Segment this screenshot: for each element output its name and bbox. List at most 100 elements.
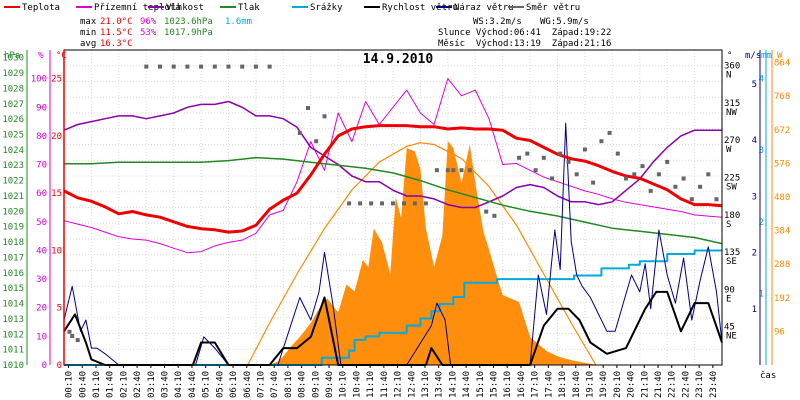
direction-compass-label: NW — [726, 108, 737, 118]
pressure-tick-label: 1014 — [2, 300, 24, 310]
wind-direction-point — [212, 64, 217, 69]
wind-direction-point — [533, 168, 538, 173]
temperature-tick-label: 20 — [51, 132, 62, 142]
x-tick-label: 06:10 — [229, 371, 239, 398]
stats-min-hum: 53% — [140, 28, 157, 38]
stats-min-temp: 11.5°C — [100, 28, 133, 38]
ground-temperature-line — [63, 78, 723, 254]
wind-direction-point — [681, 176, 686, 181]
pressure-tick-label: 1017 — [2, 253, 24, 263]
solar-tick-label: 576 — [774, 159, 790, 169]
wind-direction-point — [541, 155, 546, 160]
x-tick-label: 03:10 — [147, 371, 157, 398]
wind-direction-point — [199, 64, 204, 69]
wind-direction-point — [67, 329, 72, 334]
wind-direction-point — [423, 201, 428, 206]
rain-tick-label: 2 — [759, 218, 764, 228]
x-tick-label: 01:40 — [106, 371, 116, 398]
pressure-tick-label: 1030 — [2, 54, 24, 64]
wind-tick-label: 5 — [752, 80, 757, 90]
humidity-tick-label: 30 — [36, 275, 47, 285]
humidity-tick-label: 100 — [31, 75, 47, 85]
x-tick-label: 11:10 — [366, 371, 376, 398]
wind-direction-point — [591, 180, 596, 185]
pressure-tick-label: 1028 — [2, 84, 24, 94]
x-tick-label: 10:40 — [352, 371, 362, 398]
wind-axis-label: m/s — [745, 51, 761, 61]
x-tick-label: 21:10 — [640, 371, 650, 398]
direction-tick-label: 360 — [724, 62, 740, 72]
x-tick-label: 05:40 — [215, 371, 225, 398]
legend-entry: Vlhkost — [166, 3, 204, 13]
stats-max-rain: 1.6mm — [225, 17, 252, 27]
wind-direction-point — [358, 201, 363, 206]
stats-min-label: min — [80, 28, 96, 38]
humidity-tick-label: 50 — [36, 218, 47, 228]
direction-compass-label: NE — [726, 332, 737, 342]
wind-direction-point — [706, 172, 711, 177]
pressure-tick-label: 1024 — [2, 146, 24, 156]
x-tick-label: 22:10 — [668, 371, 678, 398]
humidity-tick-label: 60 — [36, 189, 47, 199]
legend-entry: Směr větru — [526, 3, 580, 13]
x-tick-label: 04:40 — [188, 371, 198, 398]
wind-direction-point — [648, 188, 653, 193]
direction-tick-label: 45 — [724, 323, 735, 333]
humidity-tick-label: 10 — [36, 332, 47, 342]
legend-entry: Přízemní teplota — [94, 3, 181, 13]
x-tick-label: 23:10 — [695, 371, 705, 398]
x-tick-label: 15:40 — [490, 371, 500, 398]
pressure-tick-label: 1019 — [2, 223, 24, 233]
x-tick-label: 02:10 — [119, 371, 129, 398]
x-tick-label: 10:10 — [339, 371, 349, 398]
humidity-tick-label: 40 — [36, 246, 47, 256]
wind-tick-label: 4 — [752, 136, 757, 146]
x-tick-label: 14:10 — [448, 371, 458, 398]
pressure-tick-label: 1023 — [2, 161, 24, 171]
wind-direction-point — [185, 64, 190, 69]
wind-direction-point — [158, 64, 162, 69]
temperature-tick-label: 10 — [51, 246, 62, 256]
x-tick-label: 16:10 — [503, 371, 513, 398]
theoretical-solar-curve — [247, 142, 597, 366]
wind-direction-point — [566, 159, 571, 164]
wind-direction-point — [412, 201, 417, 206]
wind-direction-point — [445, 168, 450, 173]
x-tick-label: 02:40 — [133, 371, 143, 398]
pressure-tick-label: 1011 — [2, 346, 24, 356]
temperature-line — [63, 124, 723, 234]
direction-compass-label: SW — [726, 182, 737, 192]
x-tick-label: 20:40 — [627, 371, 637, 398]
wind-direction-point — [550, 176, 554, 181]
pressure-tick-label: 1018 — [2, 238, 24, 248]
wind-direction-point — [369, 201, 374, 206]
humidity-tick-label: 70 — [36, 161, 47, 171]
direction-compass-label: N — [726, 71, 731, 81]
wind-direction-point — [714, 197, 719, 202]
x-tick-label: 07:40 — [270, 371, 280, 398]
x-tick-label: 00:40 — [78, 371, 88, 398]
wind-direction-point — [70, 334, 75, 338]
wind-direction-point — [434, 168, 439, 173]
solar-radiation-area — [64, 141, 722, 366]
x-tick-label: 04:10 — [174, 371, 184, 398]
wind-direction-point — [632, 172, 637, 177]
pressure-tick-label: 1022 — [2, 177, 24, 187]
wind-direction-point — [144, 64, 149, 69]
wind-direction-point — [698, 184, 703, 189]
x-tick-label: 18:40 — [572, 371, 582, 398]
wind-tick-label: 1 — [752, 305, 757, 315]
x-tick-label: 19:10 — [585, 371, 595, 398]
chart-title: 14.9.2010 — [363, 52, 434, 67]
direction-axis-label: ° — [727, 51, 732, 61]
solar-tick-label: 384 — [774, 227, 790, 237]
pressure-tick-label: 1015 — [2, 284, 24, 294]
pressure-tick-label: 1029 — [2, 69, 24, 79]
axes: hPa1010101110121013101410151016101710181… — [2, 49, 790, 398]
wind-direction-point — [347, 201, 352, 206]
pressure-axis-label: hPa — [4, 51, 20, 61]
temperature-tick-label: 15 — [51, 189, 62, 199]
wind-direction-point — [615, 151, 620, 156]
x-tick-label: 12:10 — [394, 371, 404, 398]
rain-line — [64, 249, 722, 366]
